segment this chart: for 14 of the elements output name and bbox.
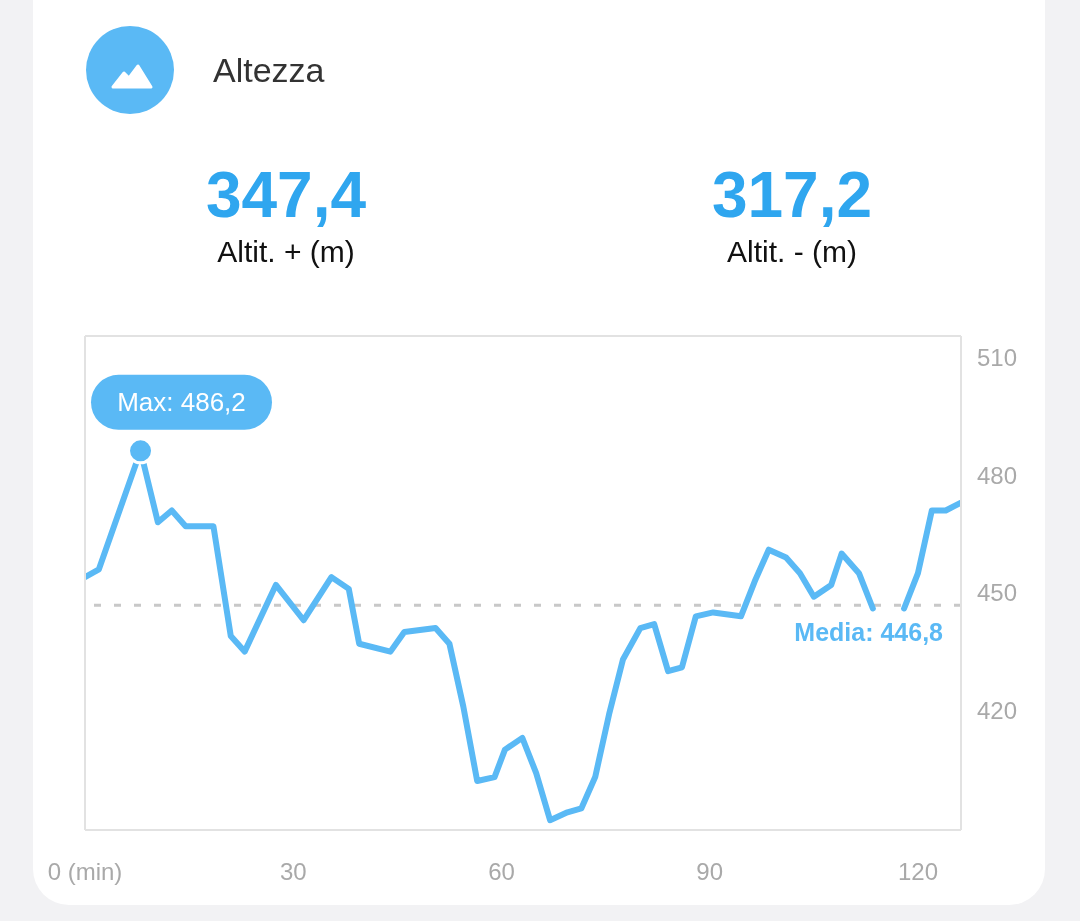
y-tick-label: 480: [977, 461, 1018, 489]
x-tick-label: 90: [696, 858, 724, 886]
y-tick-label: 420: [977, 696, 1018, 724]
text: 347,4 Altit. + (m): [205, 158, 367, 270]
text: 317,2 Altit. - (m): [711, 158, 873, 270]
y-tick-label: 510: [977, 343, 1018, 371]
x-tick-label: 120: [897, 858, 938, 886]
chart-title: Altezza: [213, 50, 325, 91]
x-tick-label: 0 (min): [47, 858, 123, 886]
annotation: Max: 486,2: [117, 387, 246, 418]
y-tick-label: 450: [977, 579, 1018, 607]
ref-line-label: Media: 446,8: [794, 618, 944, 647]
x-tick-label: 30: [279, 858, 307, 886]
x-tick-label: 60: [488, 858, 515, 886]
